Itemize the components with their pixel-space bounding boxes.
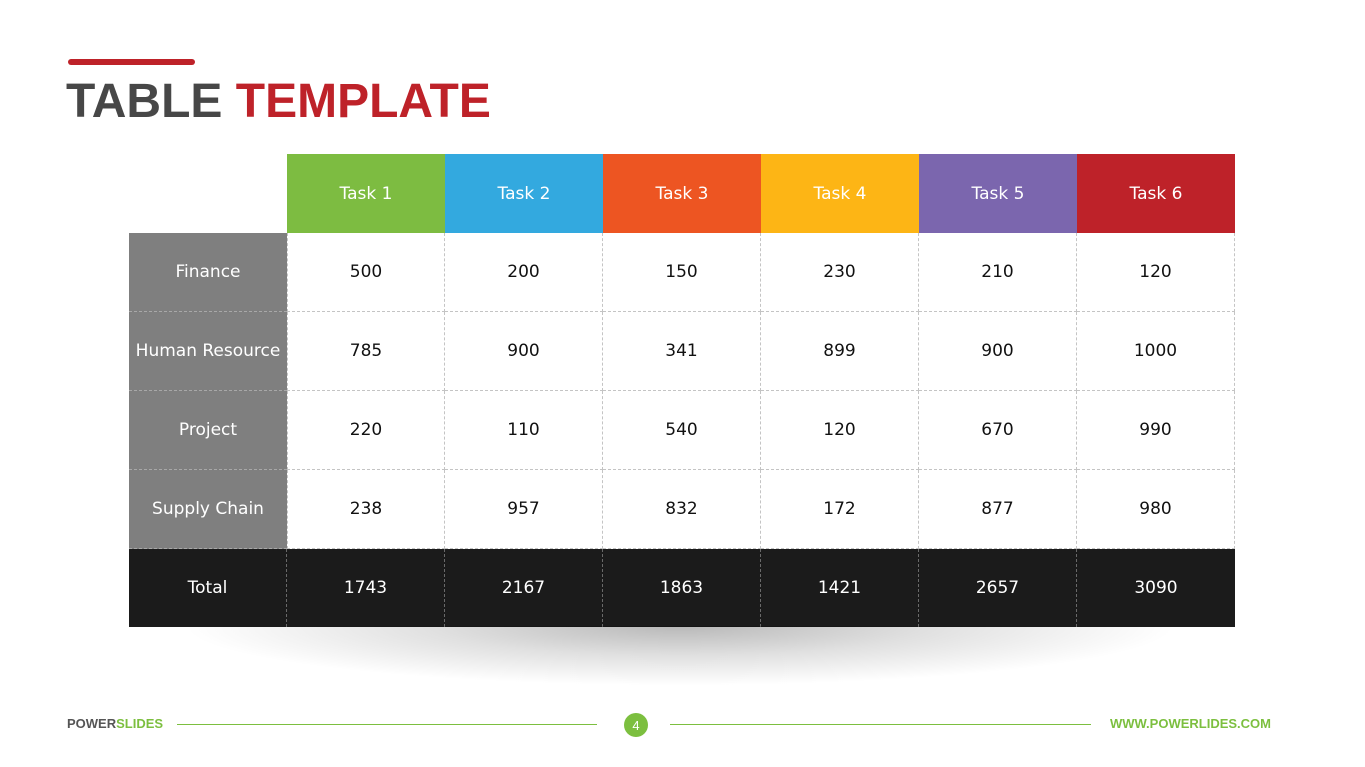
total-cell: 1743 [287,549,445,627]
table-row: Supply Chain 238 957 832 172 877 980 [129,470,1235,549]
total-cell: 2167 [445,549,603,627]
total-label: Total [129,549,287,627]
value-cell: 670 [919,391,1077,470]
data-table: Task 1 Task 2 Task 3 Task 4 Task 5 Task … [129,154,1235,627]
table-row: Human Resource 785 900 341 899 900 1000 [129,312,1235,391]
row-label: Human Resource [129,312,287,391]
header-cell: Task 3 [603,154,761,233]
title-accent-bar [68,59,195,65]
value-cell: 980 [1077,470,1235,549]
header-cell: Task 4 [761,154,919,233]
value-cell: 341 [603,312,761,391]
value-cell: 540 [603,391,761,470]
value-cell: 877 [919,470,1077,549]
value-cell: 957 [445,470,603,549]
value-cell: 120 [761,391,919,470]
header-cell: Task 1 [287,154,445,233]
table-shadow [180,626,1180,686]
value-cell: 900 [919,312,1077,391]
value-cell: 832 [603,470,761,549]
header-cell: Task 5 [919,154,1077,233]
value-cell: 120 [1077,233,1235,312]
value-cell: 200 [445,233,603,312]
total-cell: 1863 [603,549,761,627]
value-cell: 990 [1077,391,1235,470]
brand-part-1: POWER [67,716,117,731]
total-cell: 2657 [919,549,1077,627]
footer-url: WWW.POWERLIDES.COM [1109,716,1271,731]
page-title: TABLE TEMPLATE [66,74,491,129]
footer-brand: POWERSLIDES [67,716,163,731]
total-cell: 1421 [761,549,919,627]
value-cell: 210 [919,233,1077,312]
row-label: Finance [129,233,287,312]
brand-part-2: SLIDES [116,716,164,731]
value-cell: 500 [287,233,445,312]
total-row: Total 1743 2167 1863 1421 2657 3090 [129,549,1235,627]
row-label: Project [129,391,287,470]
value-cell: 150 [603,233,761,312]
header-cell: Task 2 [445,154,603,233]
corner-cell [129,154,287,233]
header-row: Task 1 Task 2 Task 3 Task 4 Task 5 Task … [129,154,1235,233]
value-cell: 230 [761,233,919,312]
row-label: Supply Chain [129,470,287,549]
page-number-badge: 4 [624,713,648,737]
value-cell: 900 [445,312,603,391]
footer-line-left [177,724,597,725]
table-row: Project 220 110 540 120 670 990 [129,391,1235,470]
value-cell: 172 [761,470,919,549]
value-cell: 785 [287,312,445,391]
footer-line-right [670,724,1091,725]
value-cell: 110 [445,391,603,470]
value-cell: 1000 [1077,312,1235,391]
value-cell: 238 [287,470,445,549]
table-row: Finance 500 200 150 230 210 120 [129,233,1235,312]
title-part-2: TEMPLATE [235,75,491,128]
value-cell: 899 [761,312,919,391]
title-part-1: TABLE [66,75,223,128]
total-cell: 3090 [1077,549,1235,627]
value-cell: 220 [287,391,445,470]
header-cell: Task 6 [1077,154,1235,233]
